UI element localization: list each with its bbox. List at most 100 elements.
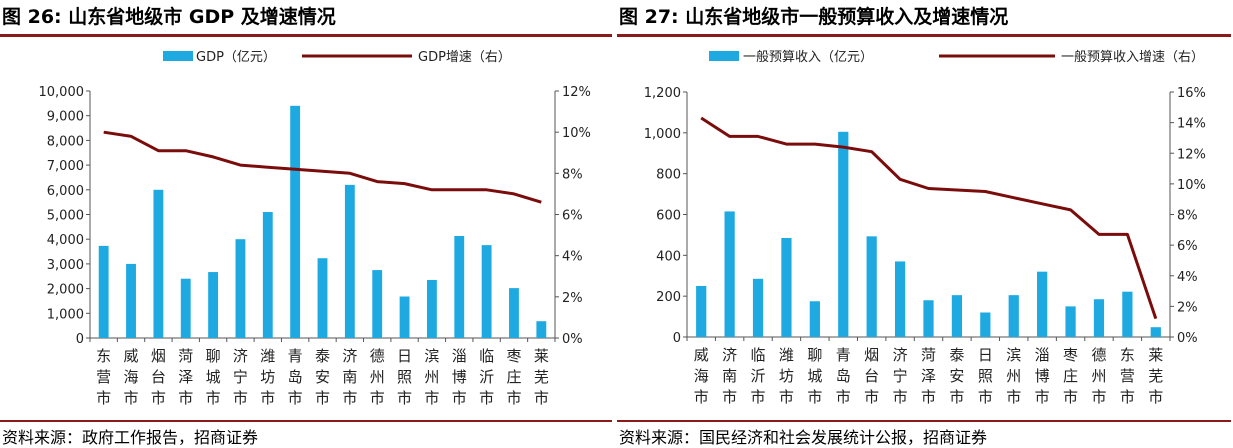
- x-category-label: 青岛市: [288, 347, 303, 407]
- y-left-tick-label: 4,000: [47, 233, 84, 248]
- x-category-label: 烟台市: [864, 346, 879, 406]
- x-category-label: 滨州市: [1006, 346, 1021, 406]
- bar-临沂市: [482, 245, 492, 338]
- y-right-tick-label: 14%: [1177, 117, 1206, 132]
- bar-菏泽市: [181, 279, 191, 338]
- bar-青岛市: [290, 106, 300, 338]
- bar-日照市: [980, 313, 990, 338]
- bar-潍坊市: [781, 238, 791, 337]
- y-left-tick-label: 1,000: [47, 307, 84, 322]
- x-category-label: 济宁市: [893, 346, 908, 406]
- x-category-label: 济宁市: [233, 347, 248, 407]
- bar-东营市: [1122, 292, 1132, 337]
- bar-潍坊市: [263, 212, 273, 338]
- y-right-tick-label: 10%: [1177, 178, 1206, 193]
- chart-panel-budget: 图 27: 山东省地级市一般预算收入及增速情况 一般预算收入（亿元）一般预算收入…: [617, 0, 1233, 446]
- bar-德州市: [1094, 299, 1104, 337]
- y-right-tick-label: 6%: [1177, 239, 1198, 254]
- x-category-label: 威海市: [694, 346, 709, 406]
- legend-bar-swatch: [163, 51, 193, 61]
- y-left-tick-label: 1,200: [644, 86, 681, 101]
- y-right-tick-label: 8%: [562, 167, 583, 182]
- x-category-label: 德州市: [370, 347, 385, 407]
- growth-line: [701, 118, 1156, 319]
- y-right-tick-label: 4%: [1177, 270, 1198, 285]
- y-left-tick-label: 1,000: [644, 127, 681, 142]
- y-right-tick-label: 4%: [562, 250, 583, 265]
- x-category-label: 枣庄市: [506, 347, 521, 407]
- y-right-tick-label: 2%: [1177, 300, 1198, 315]
- y-left-tick-label: 400: [656, 249, 681, 264]
- bar-滨州市: [1009, 295, 1019, 337]
- y-left-tick-label: 3,000: [47, 258, 84, 273]
- bar-济宁市: [236, 239, 246, 338]
- y-left-tick-label: 8,000: [47, 134, 84, 149]
- legend-line-label: GDP增速（右）: [418, 50, 511, 65]
- x-category-label: 莱芜市: [534, 347, 549, 407]
- x-category-label: 菏泽市: [178, 347, 193, 407]
- x-category-label: 德州市: [1091, 346, 1106, 406]
- bar-威海市: [696, 286, 706, 337]
- bar-泰安市: [318, 258, 328, 338]
- bar-淄博市: [454, 236, 464, 338]
- bar-莱芜市: [536, 321, 546, 338]
- y-left-tick-label: 6,000: [47, 184, 84, 199]
- bar-德州市: [372, 270, 382, 338]
- x-category-label: 聊城市: [206, 347, 221, 407]
- y-left-tick-label: 7,000: [47, 159, 84, 174]
- x-category-label: 日照市: [978, 346, 993, 406]
- legend-line-label: 一般预算收入增速（右）: [1061, 49, 1204, 65]
- x-category-label: 东营市: [96, 347, 111, 407]
- y-right-tick-label: 10%: [562, 126, 591, 141]
- y-left-tick-label: 0: [76, 332, 84, 347]
- bar-聊城市: [208, 272, 218, 338]
- legend-bar-label: 一般预算收入（亿元）: [743, 49, 873, 65]
- y-left-tick-label: 200: [656, 290, 681, 305]
- y-right-tick-label: 12%: [562, 85, 591, 100]
- x-category-label: 威海市: [124, 347, 139, 407]
- y-right-tick-label: 8%: [1177, 209, 1198, 224]
- bar-烟台市: [153, 190, 163, 338]
- x-category-label: 潍坊市: [779, 346, 794, 406]
- y-left-tick-label: 800: [656, 168, 681, 183]
- bar-威海市: [126, 264, 136, 338]
- bar-枣庄市: [509, 288, 519, 338]
- x-category-label: 潍坊市: [260, 347, 275, 407]
- legend-bar-label: GDP（亿元）: [196, 50, 276, 65]
- source-note: 资料来源：国民经济和社会发展统计公报，招商证券: [619, 424, 987, 448]
- y-right-tick-label: 6%: [562, 209, 583, 224]
- bar-枣庄市: [1065, 306, 1075, 337]
- bar-青岛市: [838, 132, 848, 337]
- x-category-label: 日照市: [397, 347, 412, 407]
- x-category-label: 烟台市: [151, 347, 166, 407]
- y-right-tick-label: 0%: [562, 332, 583, 347]
- bar-东营市: [99, 246, 109, 338]
- bar-济南市: [345, 185, 355, 338]
- chart-budget-revenue: 一般预算收入（亿元）一般预算收入增速（右）02004006008001,0001…: [617, 0, 1233, 420]
- bar-菏泽市: [923, 300, 933, 337]
- x-category-label: 临沂市: [479, 347, 494, 407]
- x-category-label: 莱芜市: [1148, 346, 1163, 406]
- x-category-label: 枣庄市: [1063, 346, 1078, 406]
- source-note: 资料来源：政府工作报告，招商证券: [2, 424, 258, 448]
- bar-济宁市: [895, 261, 905, 337]
- y-left-tick-label: 600: [656, 209, 681, 224]
- legend-bar-swatch: [709, 51, 739, 61]
- y-right-tick-label: 2%: [562, 291, 583, 306]
- y-right-tick-label: 0%: [1177, 331, 1198, 346]
- y-left-tick-label: 2,000: [47, 283, 84, 298]
- y-right-tick-label: 12%: [1177, 147, 1206, 162]
- x-category-label: 济南市: [342, 347, 357, 407]
- chart-gdp: GDP（亿元）GDP增速（右）01,0002,0003,0004,0005,00…: [0, 0, 616, 420]
- bar-聊城市: [810, 301, 820, 337]
- bar-淄博市: [1037, 272, 1047, 337]
- x-category-label: 淄博市: [1035, 346, 1050, 406]
- bar-日照市: [400, 297, 410, 338]
- x-category-label: 菏泽市: [921, 346, 936, 406]
- source-rule: [617, 420, 1231, 422]
- x-category-label: 聊城市: [807, 346, 822, 406]
- bar-临沂市: [753, 279, 763, 337]
- x-category-label: 滨州市: [424, 347, 439, 407]
- x-category-label: 淄博市: [452, 347, 467, 407]
